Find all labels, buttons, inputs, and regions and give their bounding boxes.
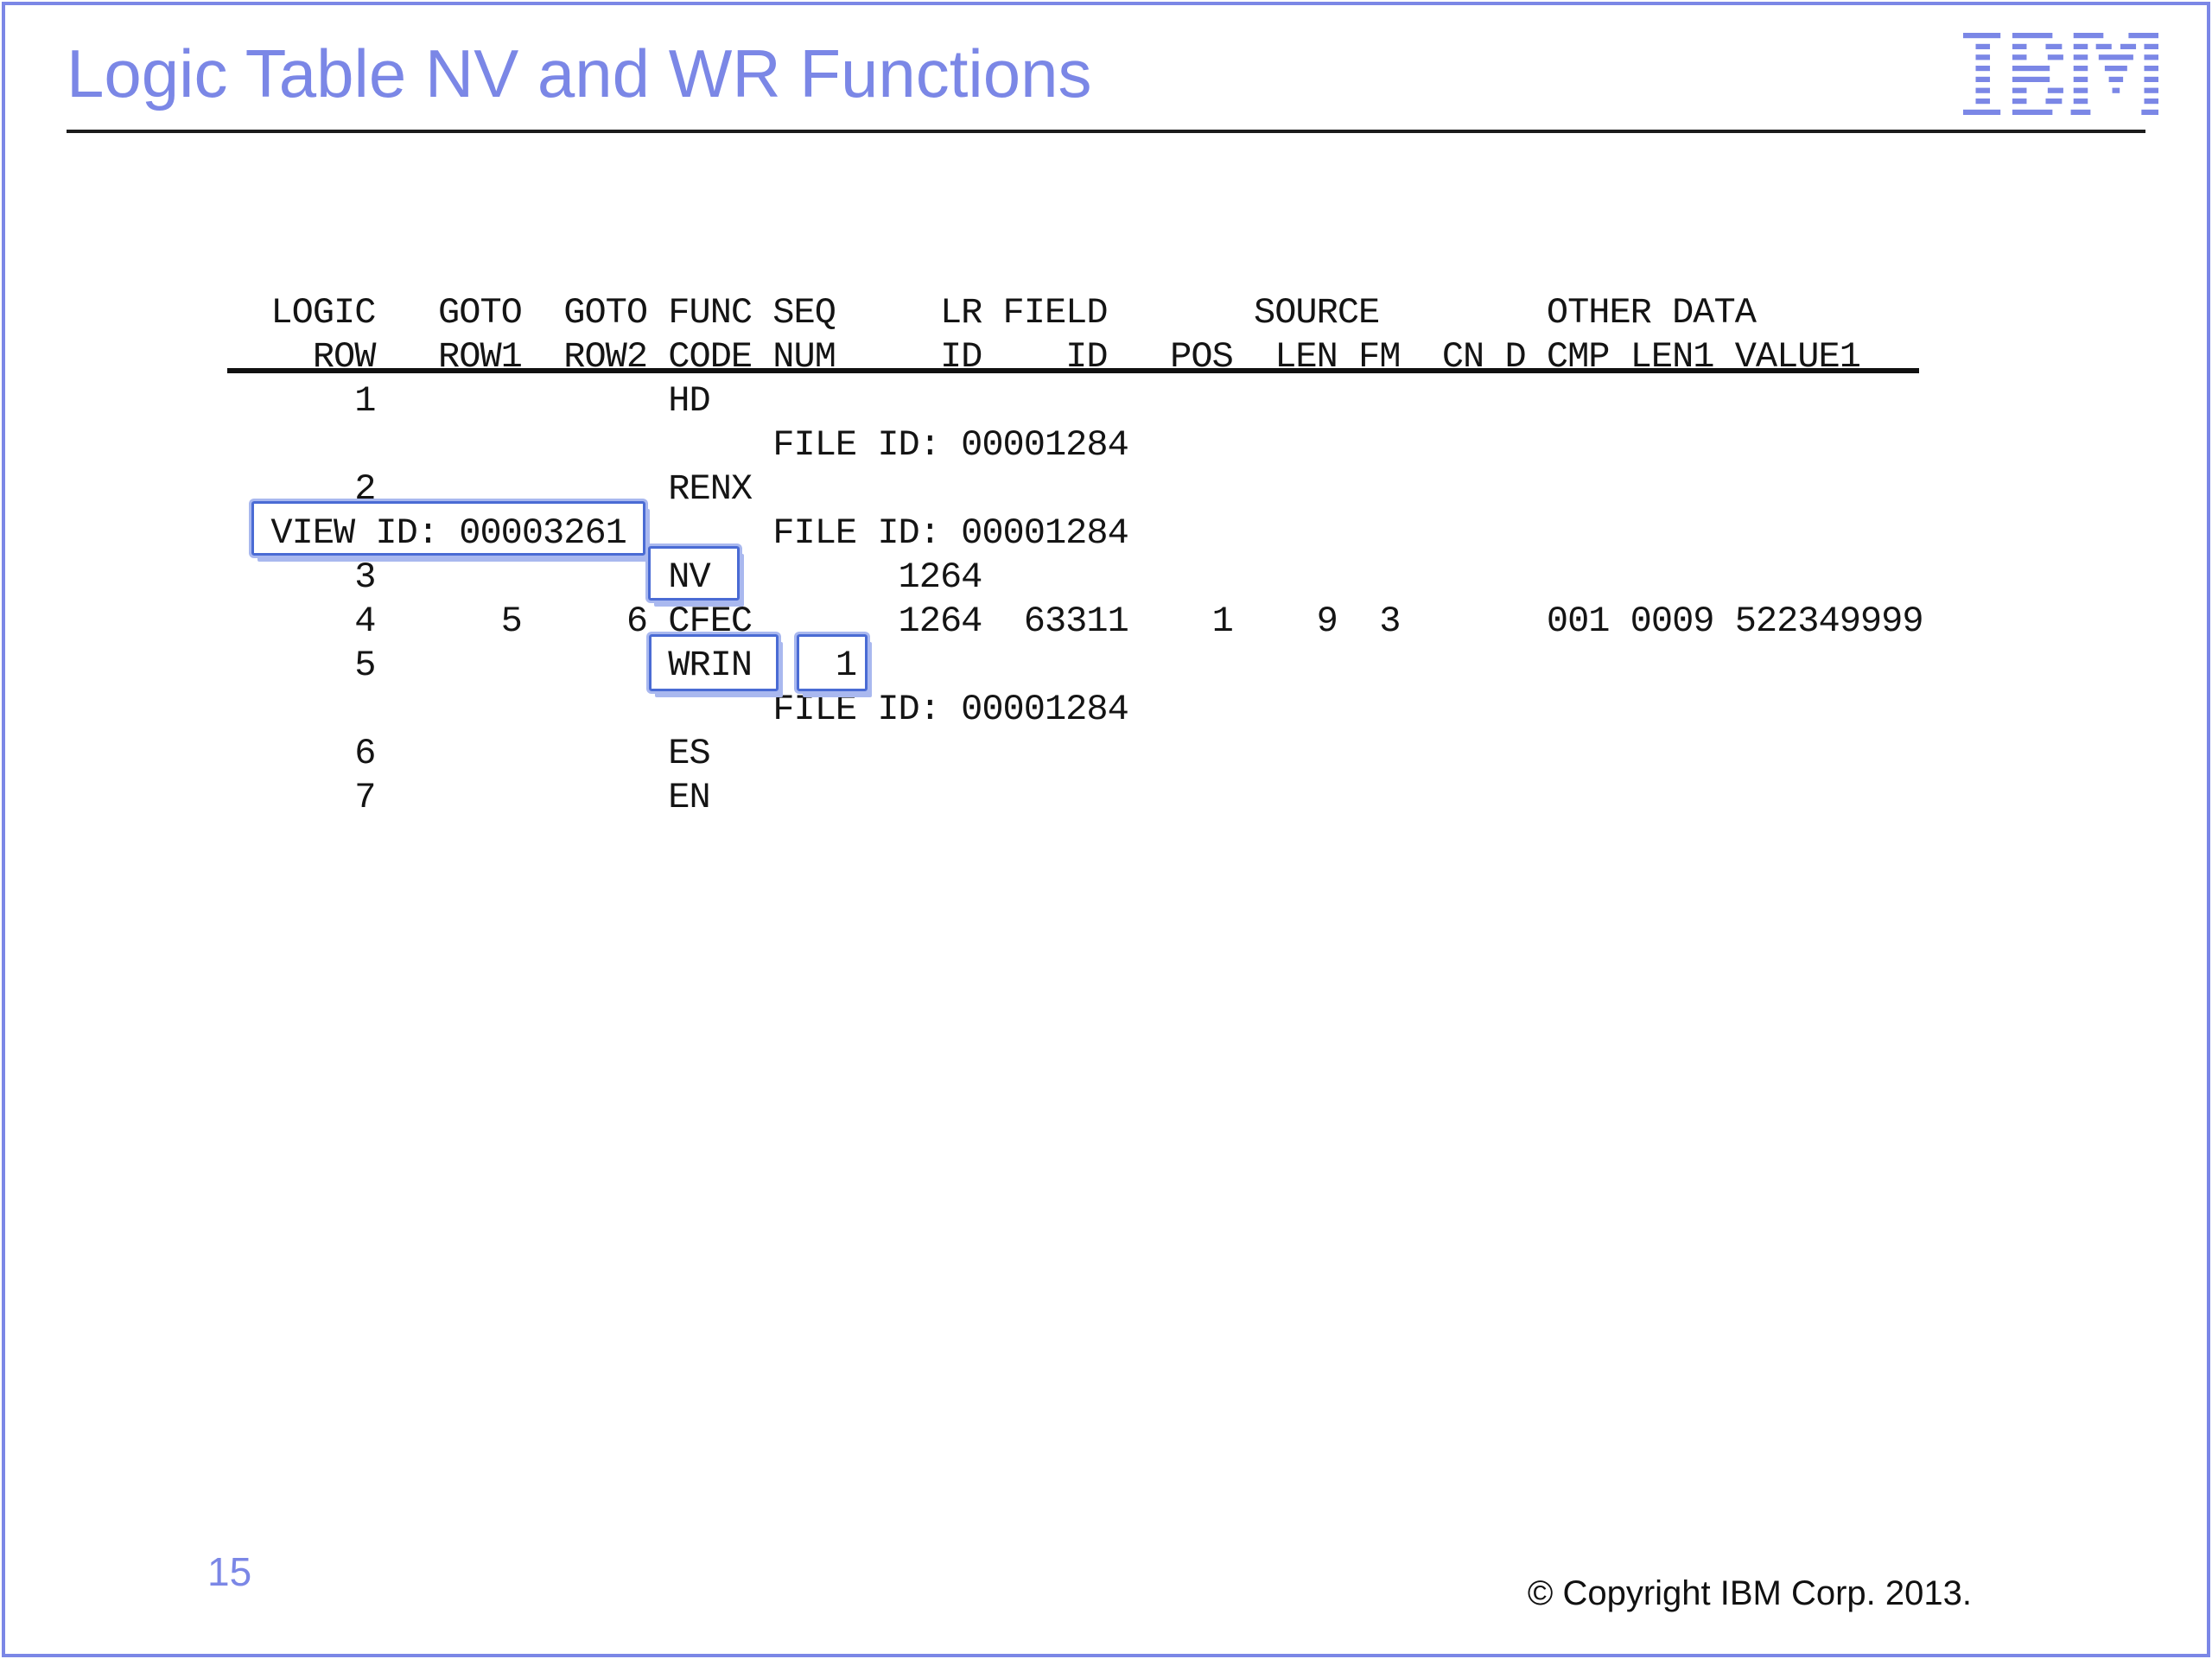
copyright-notice: © Copyright IBM Corp. 2013. [1527, 1574, 1972, 1612]
logic-table: LOGIC GOTO GOTO FUNC SEQ LR FIELD SOURCE… [229, 291, 1923, 820]
ibm-logo-icon [1962, 33, 2158, 115]
logic-table-header-line-1: LOGIC GOTO GOTO FUNC SEQ LR FIELD SOURCE… [229, 292, 1756, 334]
logic-table-row-5: 5 WRIN 1 [229, 645, 857, 686]
title-rule [67, 130, 2145, 133]
ibm-logo [1961, 33, 2158, 115]
logic-table-view-id-row: VIEW ID: 00003261 FILE ID: 00001284 [229, 512, 1128, 554]
logic-table-row-6: 6 ES [229, 733, 710, 774]
logic-table-row-3: 3 NV 1264 [229, 556, 982, 598]
logic-table-file-id-row-1: FILE ID: 00001284 [229, 424, 1128, 466]
logic-table-row-4: 4 5 6 CFEC 1264 63311 1 9 3 001 0009 522… [229, 601, 1923, 642]
highlight-box-wrin-function [649, 634, 779, 691]
page-number: 15 [207, 1549, 252, 1594]
logic-table-file-id-row-2: FILE ID: 00001284 [229, 689, 1128, 730]
logic-table-row-7: 7 EN [229, 777, 710, 818]
logic-table-header-rule [227, 368, 1919, 373]
logic-table-row-1: 1 HD [229, 380, 710, 422]
highlight-box-wrin-seq-num [797, 634, 868, 691]
highlight-box-nv-function [648, 546, 740, 601]
highlight-box-view-id [251, 501, 645, 556]
slide-title: Logic Table NV and WR Functions [67, 35, 1092, 111]
